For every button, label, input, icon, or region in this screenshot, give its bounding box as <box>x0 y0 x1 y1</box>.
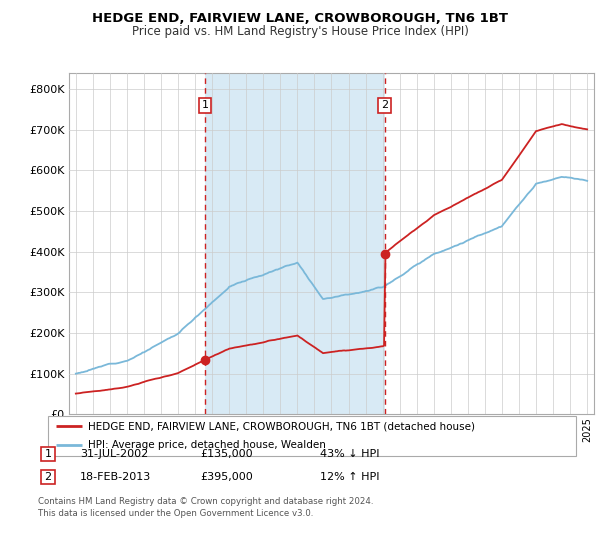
Text: 31-JUL-2002: 31-JUL-2002 <box>80 449 148 459</box>
Text: £135,000: £135,000 <box>200 449 253 459</box>
Text: 1: 1 <box>202 100 209 110</box>
Text: 43% ↓ HPI: 43% ↓ HPI <box>320 449 380 459</box>
Bar <box>41 447 55 461</box>
Text: 1: 1 <box>44 449 52 459</box>
Text: HEDGE END, FAIRVIEW LANE, CROWBOROUGH, TN6 1BT (detached house): HEDGE END, FAIRVIEW LANE, CROWBOROUGH, T… <box>88 421 475 431</box>
Text: HEDGE END, FAIRVIEW LANE, CROWBOROUGH, TN6 1BT: HEDGE END, FAIRVIEW LANE, CROWBOROUGH, T… <box>92 12 508 25</box>
Text: 2: 2 <box>381 100 388 110</box>
Bar <box>41 470 55 484</box>
Text: Price paid vs. HM Land Registry's House Price Index (HPI): Price paid vs. HM Land Registry's House … <box>131 25 469 38</box>
Text: 18-FEB-2013: 18-FEB-2013 <box>80 472 151 482</box>
Text: This data is licensed under the Open Government Licence v3.0.: This data is licensed under the Open Gov… <box>38 508 313 517</box>
Text: 12% ↑ HPI: 12% ↑ HPI <box>320 472 380 482</box>
Text: £395,000: £395,000 <box>200 472 253 482</box>
Text: 2: 2 <box>44 472 52 482</box>
Bar <box>205 73 385 414</box>
Text: Contains HM Land Registry data © Crown copyright and database right 2024.: Contains HM Land Registry data © Crown c… <box>38 497 373 506</box>
Text: HPI: Average price, detached house, Wealden: HPI: Average price, detached house, Weal… <box>88 440 325 450</box>
